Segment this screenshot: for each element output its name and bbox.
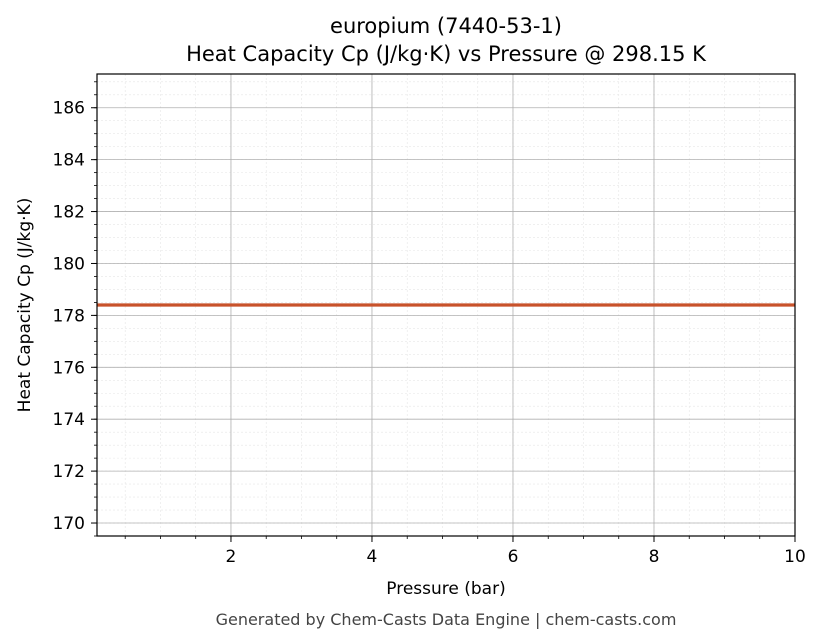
y-tick-label: 172 (53, 462, 85, 482)
x-tick-label: 4 (367, 547, 378, 567)
axis-ticks (91, 81, 796, 542)
y-tick-label: 170 (53, 514, 85, 534)
plot-frame (96, 73, 796, 537)
footer-credit: Generated by Chem-Casts Data Engine | ch… (216, 610, 677, 629)
chart-subtitle: Heat Capacity Cp (J/kg·K) vs Pressure @ … (186, 42, 707, 66)
y-tick-label: 178 (53, 306, 85, 326)
chart-title: europium (7440-53-1) (330, 14, 562, 38)
y-tick-label: 186 (53, 99, 85, 119)
tick-labels: 2 4 6 8 10 170 172 174 176 178 180 182 184 186 (53, 99, 806, 567)
x-axis-label: Pressure (bar) (386, 579, 505, 599)
y-tick-label: 174 (53, 410, 85, 430)
y-axis-label: Heat Capacity Cp (J/kg·K) (15, 198, 35, 413)
x-tick-label: 2 (226, 547, 237, 567)
x-tick-label: 10 (784, 547, 806, 567)
y-tick-label: 176 (53, 358, 85, 378)
x-tick-label: 8 (649, 547, 660, 567)
major-grid (97, 74, 796, 536)
x-tick-label: 6 (508, 547, 519, 567)
y-tick-label: 180 (53, 254, 85, 274)
y-tick-label: 184 (53, 151, 85, 171)
y-tick-label: 182 (53, 203, 85, 223)
